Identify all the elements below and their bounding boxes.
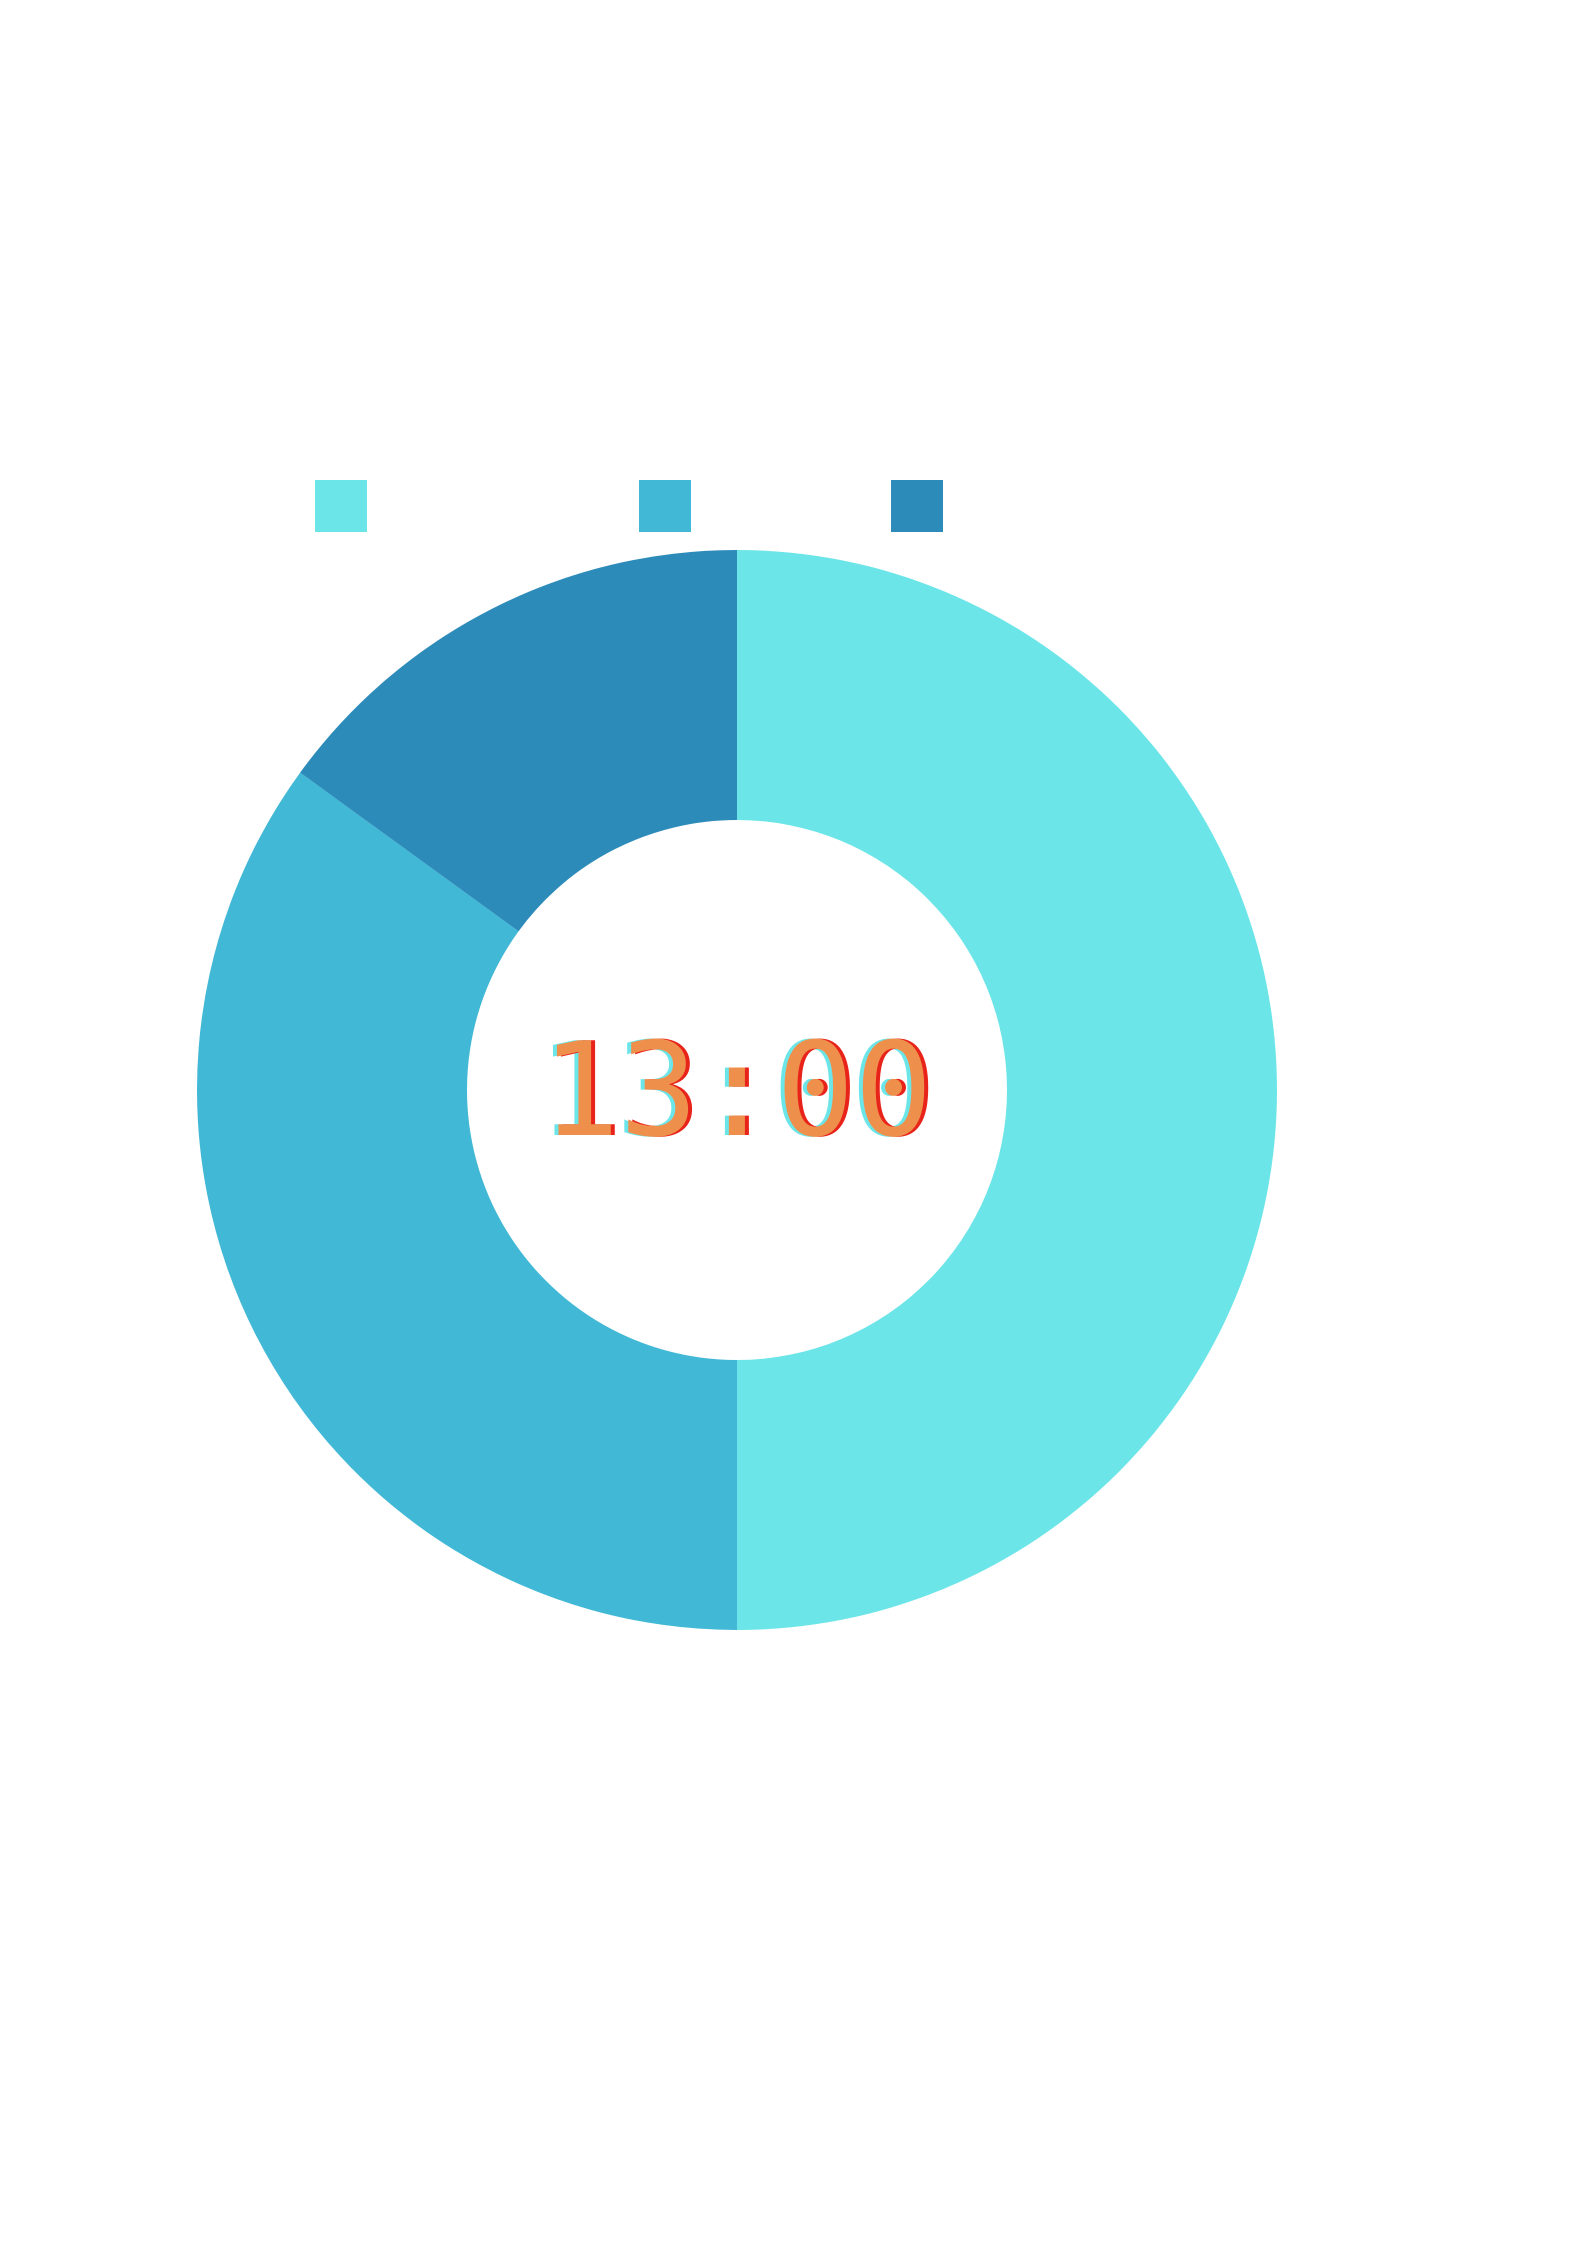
chart-legend [315, 480, 943, 532]
donut-slices [197, 550, 1277, 1630]
legend-swatch-2 [639, 480, 691, 532]
donut-slice-2 [197, 772, 738, 1630]
donut-slice-3 [300, 550, 737, 932]
center-label-shadow-left: 13:00 [537, 1014, 928, 1166]
center-label-group: 13:00 13:00 13:00 [537, 1014, 936, 1166]
legend-swatch-1 [315, 480, 367, 532]
legend-swatch-3 [891, 480, 943, 532]
donut-slice-1 [737, 550, 1277, 1630]
center-label: 13:00 [541, 1014, 932, 1166]
center-label-shadow-right: 13:00 [545, 1014, 936, 1166]
